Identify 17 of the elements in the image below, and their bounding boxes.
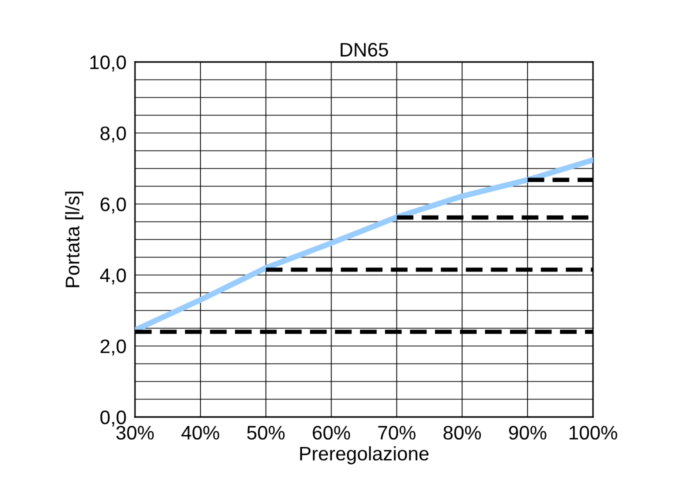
y-tick-label: 8,0	[100, 126, 126, 143]
x-tick-label: 100%	[570, 426, 618, 440]
x-tick-label: 50%	[247, 426, 285, 440]
x-tick-label: 30%	[116, 426, 154, 440]
x-tick-label: 80%	[444, 426, 481, 440]
y-tick-label: 6,0	[100, 197, 126, 214]
y-tick-label: 4,0	[100, 268, 126, 285]
x-axis-title: Preregolazione	[300, 446, 429, 464]
y-tick-label: 0,0	[100, 410, 126, 427]
x-tick-label: 60%	[312, 426, 350, 440]
x-tick-label: 70%	[378, 426, 416, 440]
x-tick-label: 40%	[181, 426, 220, 440]
y-tick-label: 2,0	[100, 339, 126, 356]
y-tick-label: 10,0	[90, 55, 126, 72]
x-tick-label: 90%	[509, 426, 546, 440]
y-axis-title: Portata [l/s]	[65, 192, 84, 288]
chart-title: DN65	[340, 42, 388, 57]
